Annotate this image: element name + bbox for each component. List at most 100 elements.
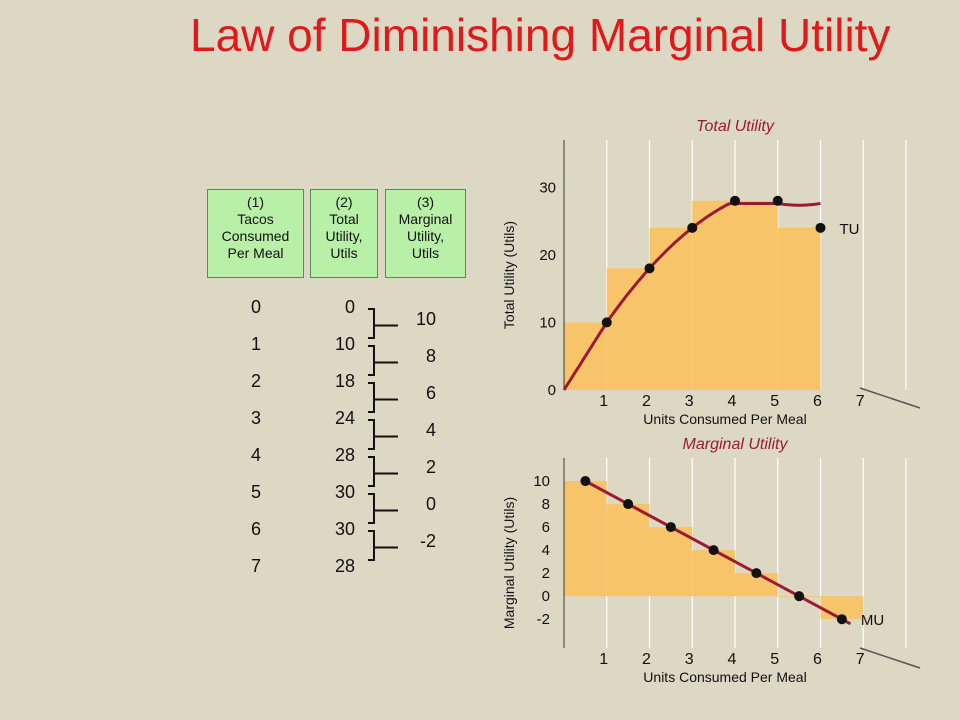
tacos-cell: 2	[250, 371, 261, 391]
x-tick-label: 7	[856, 651, 865, 668]
x-tick-label: 5	[770, 651, 779, 668]
marginal-utility-cell: 6	[425, 383, 436, 403]
y-tick-label: 30	[539, 179, 556, 196]
utility-bar	[564, 481, 607, 597]
header-line: Utility,	[406, 228, 445, 244]
total-utility-cell: 18	[334, 371, 355, 391]
data-point	[601, 317, 612, 328]
x-tick-label: 1	[599, 393, 608, 410]
marginal-utility-cell: 10	[415, 309, 436, 329]
data-point	[665, 522, 676, 533]
table-bracket	[368, 493, 398, 524]
utility-bar	[649, 527, 693, 597]
header-line: Utils	[411, 245, 440, 261]
data-point	[730, 195, 740, 206]
y-tick-label: 2	[542, 565, 550, 582]
header-line: Utils	[330, 245, 358, 261]
total-utility-cell: 0	[344, 297, 355, 317]
y-tick-label: 6	[542, 519, 550, 536]
header-line: Total	[329, 211, 359, 227]
y-tick-label: 10	[533, 473, 550, 490]
marginal-utility-cell: 0	[425, 494, 436, 514]
x-tick-label: 7	[856, 393, 865, 410]
data-point	[794, 591, 805, 602]
marginal-utility-cell: 8	[425, 346, 436, 366]
total-utility-cell: 28	[334, 556, 355, 576]
total-utility-cell: 30	[334, 519, 355, 539]
data-point	[623, 499, 634, 510]
table-bracket	[368, 456, 398, 487]
data-point	[687, 222, 698, 233]
x-tick-label: 4	[728, 651, 737, 668]
page-title: Law of Diminishing Marginal Utility	[190, 9, 891, 61]
data-point	[772, 195, 783, 206]
table-bracket	[368, 530, 398, 561]
tacos-cell: 5	[250, 482, 261, 502]
x-tick-label: 6	[813, 651, 822, 668]
total-utility-cell: 28	[334, 445, 355, 465]
total-utility-cell: 24	[334, 408, 355, 428]
y-tick-label: 10	[539, 314, 556, 331]
header-line: (1)	[246, 194, 265, 210]
x-tick-label: 6	[813, 393, 822, 410]
y-tick-label: 20	[539, 247, 556, 264]
tacos-cell: 3	[250, 408, 261, 428]
column-header-total-utility: (2) Total Utility, Utils	[310, 189, 378, 278]
x-tick-label: 3	[685, 393, 694, 410]
y-tick-label: 4	[542, 542, 550, 559]
utility-bar	[649, 227, 693, 390]
header-line: Utility,	[325, 228, 363, 244]
y-axis-label: Marginal Utility (Utils)	[501, 497, 517, 629]
marginal-utility-cell: 2	[425, 457, 436, 477]
utility-bar	[606, 504, 650, 597]
series-label: TU	[840, 221, 860, 238]
tacos-cell: 4	[250, 445, 261, 465]
chart-title: Total Utility	[696, 118, 775, 135]
y-tick-label: 8	[542, 496, 550, 513]
data-point	[708, 545, 719, 556]
utility-bar	[735, 200, 778, 390]
x-tick-label: 1	[599, 651, 608, 668]
total-utility-cell: 30	[334, 482, 355, 502]
y-tick-label: 0	[548, 382, 556, 399]
series-line	[588, 482, 852, 626]
header-line: (3)	[416, 194, 435, 210]
tacos-cell: 0	[250, 297, 261, 317]
axis-decoration	[859, 387, 921, 409]
tacos-cell: 1	[250, 334, 261, 354]
column-header-marginal-utility: (3) Marginal Utility, Utils	[385, 189, 466, 278]
y-tick-label: -2	[537, 611, 550, 628]
x-axis-label: Units Consumed Per Meal	[643, 411, 806, 427]
tacos-cell: 7	[250, 556, 261, 576]
data-point	[815, 222, 826, 233]
utility-bar	[692, 200, 735, 390]
data-point	[580, 476, 591, 487]
y-tick-label: 0	[542, 588, 550, 605]
series-label: MU	[861, 612, 884, 629]
header-line: Marginal	[398, 211, 453, 227]
x-tick-label: 3	[685, 651, 694, 668]
header-line: Per Meal	[227, 245, 284, 261]
utility-bar	[777, 227, 821, 390]
chart-title: Marginal Utility	[683, 436, 789, 453]
utility-bar	[606, 268, 650, 390]
header-line: (2)	[335, 194, 353, 210]
marginal-utility-cell: 4	[425, 420, 436, 440]
table-bracket	[368, 419, 398, 450]
column-header-tacos: (1) Tacos Consumed Per Meal	[207, 189, 304, 278]
data-point	[644, 263, 655, 274]
marginal-utility-cell: -2	[419, 531, 436, 551]
table-bracket	[368, 308, 398, 339]
x-axis-label: Units Consumed Per Meal	[643, 669, 806, 685]
header-line: Consumed	[221, 228, 290, 244]
x-tick-label: 2	[642, 651, 651, 668]
table-bracket	[368, 382, 398, 413]
x-tick-label: 2	[642, 393, 651, 410]
header-line: Tacos	[237, 211, 274, 227]
data-point	[836, 614, 847, 625]
data-point	[751, 568, 762, 579]
tacos-cell: 6	[250, 519, 261, 539]
x-tick-label: 4	[728, 393, 737, 410]
y-axis-label: Total Utility (Utils)	[501, 221, 517, 329]
